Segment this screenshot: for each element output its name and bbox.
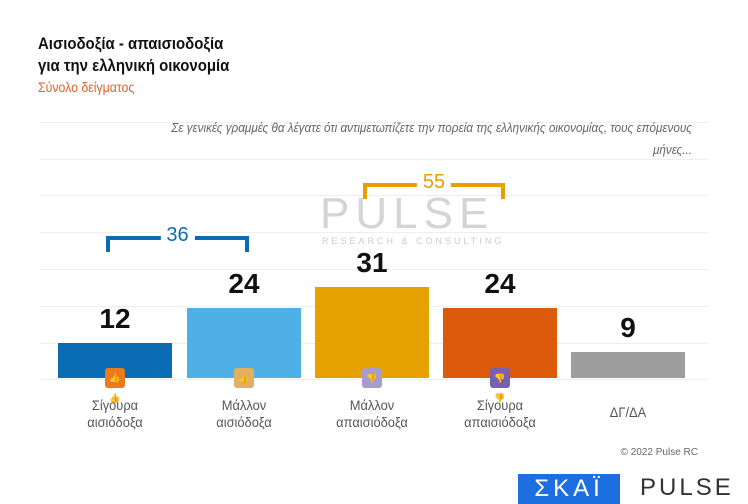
data-label: 24 <box>484 267 516 299</box>
gridline <box>40 195 708 196</box>
skai-logo: ΣΚΑΪ <box>518 474 620 504</box>
data-label: 31 <box>356 247 388 279</box>
gridline <box>40 269 708 270</box>
data-label: 24 <box>228 267 260 299</box>
data-label: 12 <box>99 302 131 334</box>
category-label: Μάλλον αισιόδοξα <box>216 397 272 430</box>
group-bracket: 55 <box>363 171 505 199</box>
group-bracket: 36 <box>106 224 249 252</box>
category-label: Σίγουρα απαισιόδοξα <box>464 397 536 430</box>
bar <box>187 307 301 378</box>
double-thumbs-down-icon: 👎👎 <box>490 368 510 403</box>
data-label: 9 <box>620 311 636 343</box>
bar <box>315 287 429 378</box>
gridline <box>40 122 708 123</box>
thumb-down-icon: 👎 <box>362 368 382 388</box>
double-thumbs-up-icon: 👍👍 <box>105 368 125 403</box>
watermark-tagline: RESEARCH & CONSULTING <box>322 236 505 246</box>
chart-title-line-2: για την ελληνική οικονομία <box>38 56 230 75</box>
group-total-label: 36 <box>160 224 195 247</box>
thumb-up-icon: 👍 <box>234 368 254 388</box>
group-total-label: 55 <box>416 171 452 194</box>
watermark-logo: PULSE <box>320 189 495 238</box>
bar <box>571 351 685 378</box>
category-label: Μάλλον απαισιόδοξα <box>336 397 408 430</box>
pulse-logo: PULSE <box>640 474 734 501</box>
category-label: ΔΓ/ΔΑ <box>609 404 647 420</box>
question-text: Σε γενικές γραμμές θα λέγατε ότι αντιμετ… <box>171 120 692 157</box>
chart-title-line-1: Αισιοδοξία - απαισιοδοξία <box>38 34 224 53</box>
gridline <box>40 159 708 160</box>
category-label: Σίγουρα αισιόδοξα <box>87 397 143 430</box>
chart-subtitle: Σύνολο δείγματος <box>38 79 135 95</box>
copyright: © 2022 Pulse RC <box>620 447 698 458</box>
gridline <box>40 232 708 233</box>
bar <box>443 307 557 378</box>
